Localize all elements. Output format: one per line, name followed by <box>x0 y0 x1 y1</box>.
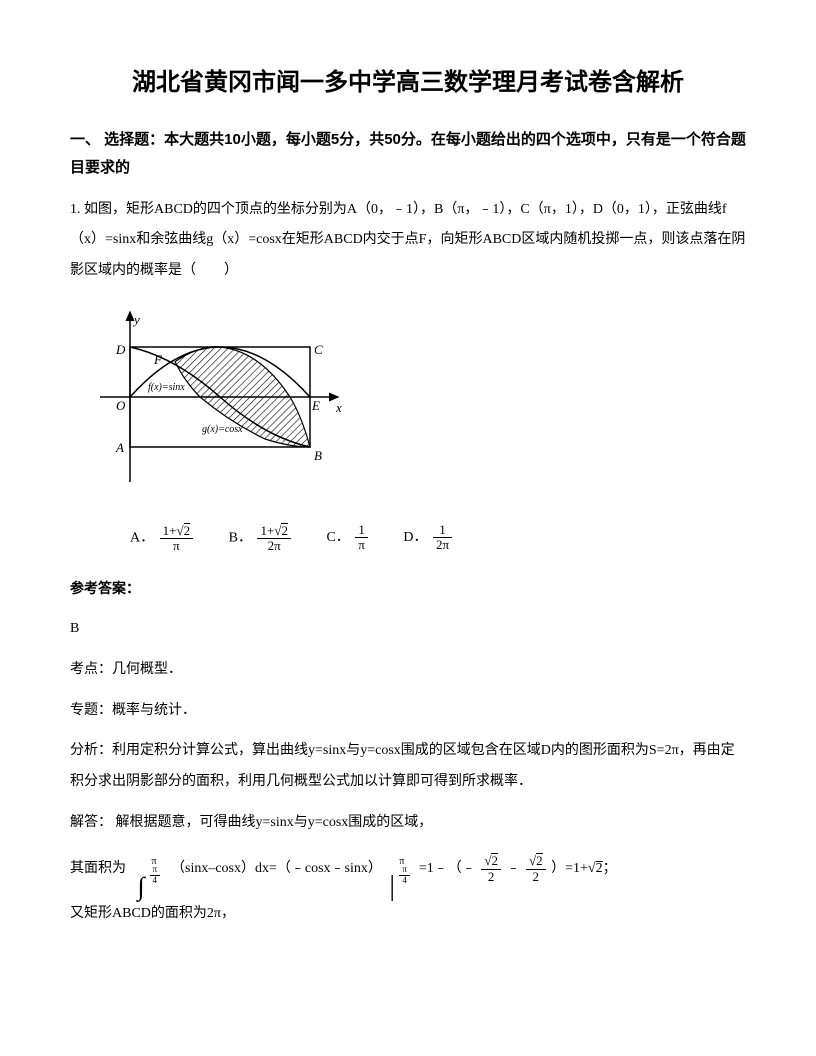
subject-text: 概率与统计． <box>112 703 196 718</box>
after-minus: ）=1+ <box>551 861 588 876</box>
option-d-frac: 1 2π <box>433 523 452 553</box>
option-d: D． 1 2π <box>403 523 454 553</box>
fx-label: f(x)=sinx <box>148 382 185 393</box>
minus: ﹣ <box>506 861 520 876</box>
solve-text-1: 解根据题意，可得曲线y=sinx与y=cosx围成的区域， <box>112 815 432 830</box>
point-F: F <box>153 352 163 367</box>
options-row: A． 1+2 π B． 1+2 2π C． 1 π D． 1 2π <box>130 523 746 554</box>
rect-area-row: 又矩形ABCD的面积为2π， <box>70 899 746 930</box>
subject-label: 专题： <box>70 703 112 718</box>
topic-row: 考点：几何概型． <box>70 655 746 686</box>
evaluation-bar: | π π 4 <box>387 849 413 889</box>
vertex-A: A <box>115 440 124 455</box>
final-sqrt: 2 <box>588 851 603 887</box>
option-a-label: A． <box>130 530 154 545</box>
frac-2: 2 2 <box>526 853 546 884</box>
semicolon: ； <box>603 861 617 876</box>
option-d-label: D． <box>403 530 427 545</box>
area-calc-row: 其面积为 ∫ π π 4 （sinx–cosx）dx=（﹣cosx﹣sinx） … <box>70 849 746 889</box>
analysis-label: 分析： <box>70 743 112 758</box>
solve-row: 解答： 解根据题意，可得曲线y=sinx与y=cosx围成的区域， <box>70 808 746 839</box>
origin-label: O <box>116 398 126 413</box>
question-1-figure: y x O D A C B E F f(x)=sinx g(x)=cosx <box>90 302 746 503</box>
option-b: B． 1+2 2π <box>229 523 293 554</box>
option-a-frac: 1+2 π <box>160 523 193 554</box>
answer-value: B <box>70 614 746 645</box>
option-c-frac: 1 π <box>355 523 368 553</box>
analysis-row: 分析：利用定积分计算公式，算出曲线y=sinx与y=cosx围成的区域包含在区域… <box>70 736 746 798</box>
analysis-text: 利用定积分计算公式，算出曲线y=sinx与y=cosx围成的区域包含在区域D内的… <box>70 743 735 789</box>
gx-label: g(x)=cosx <box>202 424 243 435</box>
section-header: 一、 选择题：本大题共10小题，每小题5分，共50分。在每小题给出的四个选项中，… <box>70 126 746 183</box>
topic-label: 考点： <box>70 662 112 677</box>
option-a: A． 1+2 π <box>130 523 195 554</box>
vertex-D: D <box>115 342 126 357</box>
frac-1: 2 2 <box>481 853 501 884</box>
vertex-C: C <box>314 342 323 357</box>
after-eval: =1﹣（﹣ <box>419 861 476 876</box>
option-b-label: B． <box>229 530 252 545</box>
option-c-label: C． <box>326 530 349 545</box>
topic-text: 几何概型． <box>112 662 182 677</box>
point-E: E <box>311 398 320 413</box>
solve-label: 解答： <box>70 815 112 830</box>
option-b-frac: 1+2 2π <box>257 523 290 554</box>
vertex-B: B <box>314 448 322 463</box>
axis-x-label: x <box>335 400 342 415</box>
integrand: （sinx–cosx）dx=（﹣cosx﹣sinx） <box>171 861 382 876</box>
subject-row: 专题：概率与统计． <box>70 696 746 727</box>
area-prefix: 其面积为 <box>70 861 126 876</box>
question-1-text: 1. 如图，矩形ABCD的四个顶点的坐标分别为A（0，﹣1），B（π，﹣1），C… <box>70 195 746 287</box>
integral-icon: ∫ π π 4 <box>134 849 164 889</box>
page-title: 湖北省黄冈市闻一多中学高三数学理月考试卷含解析 <box>70 60 746 106</box>
axis-y-label: y <box>132 312 140 327</box>
option-c: C． 1 π <box>326 523 369 553</box>
answer-label: 参考答案： <box>70 573 746 604</box>
